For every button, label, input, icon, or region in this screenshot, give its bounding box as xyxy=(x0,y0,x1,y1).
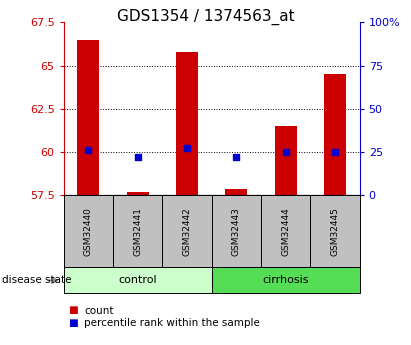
Text: cirrhosis: cirrhosis xyxy=(262,275,309,285)
Text: GSM32441: GSM32441 xyxy=(133,207,142,256)
Text: percentile rank within the sample: percentile rank within the sample xyxy=(84,318,260,327)
Bar xyxy=(275,126,297,195)
Text: ■: ■ xyxy=(68,318,78,327)
Point xyxy=(332,149,338,155)
Text: count: count xyxy=(84,306,114,315)
Bar xyxy=(225,189,247,195)
Text: GSM32445: GSM32445 xyxy=(330,207,339,256)
Bar xyxy=(127,193,149,195)
Text: ■: ■ xyxy=(68,306,78,315)
Text: GSM32442: GSM32442 xyxy=(182,207,192,256)
Point xyxy=(282,149,289,155)
Text: GSM32440: GSM32440 xyxy=(84,207,93,256)
Point xyxy=(233,154,240,160)
Bar xyxy=(176,52,198,195)
Text: disease state: disease state xyxy=(2,275,72,285)
Bar xyxy=(324,74,346,195)
Point xyxy=(85,147,92,153)
Text: GSM32444: GSM32444 xyxy=(281,207,290,256)
Point xyxy=(184,146,190,151)
Point xyxy=(134,154,141,160)
Text: GDS1354 / 1374563_at: GDS1354 / 1374563_at xyxy=(117,9,294,25)
Text: GSM32443: GSM32443 xyxy=(232,207,241,256)
Text: control: control xyxy=(118,275,157,285)
Bar xyxy=(77,40,99,195)
